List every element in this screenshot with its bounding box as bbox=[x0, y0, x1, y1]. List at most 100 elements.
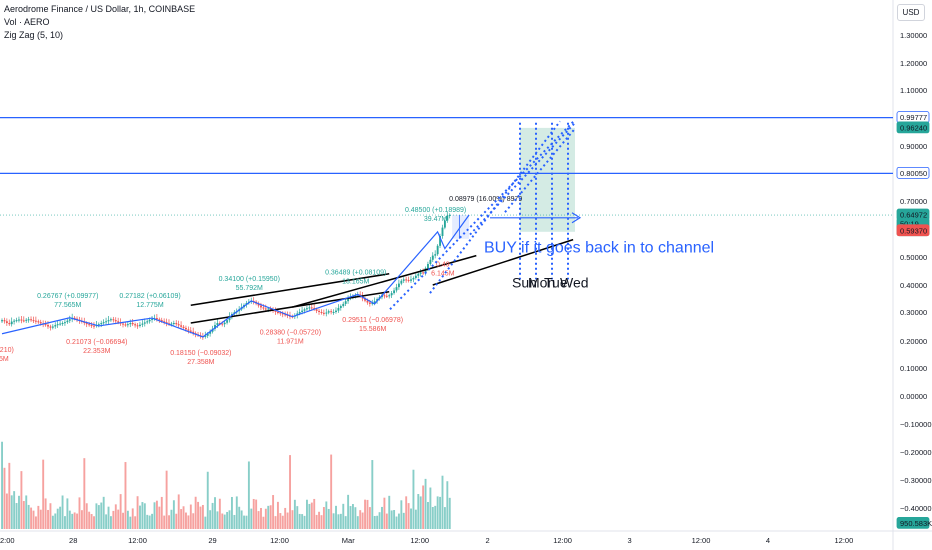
volume-bar bbox=[73, 512, 76, 529]
volume-bar bbox=[368, 507, 371, 529]
volume-bar bbox=[250, 508, 253, 529]
volume-bar bbox=[414, 509, 417, 529]
candle bbox=[434, 250, 437, 259]
volume-bar bbox=[247, 461, 250, 529]
candle bbox=[25, 318, 28, 324]
volume-bar bbox=[257, 511, 260, 529]
candle bbox=[34, 316, 37, 325]
price-tag-label: 0.59370 bbox=[900, 226, 927, 235]
volume-bar bbox=[131, 508, 134, 529]
volume-bar bbox=[54, 513, 57, 529]
volume-bar bbox=[34, 516, 37, 529]
zigzag-pivot-label: 0.48500 (+0.18989) bbox=[405, 207, 466, 214]
volume-bar bbox=[439, 496, 442, 529]
volume-bar bbox=[318, 511, 321, 529]
volume-bar bbox=[18, 495, 20, 529]
price-tag-label: 0.96240 bbox=[900, 123, 927, 132]
zigzag-indicator-label[interactable]: Zig Zag (5, 10) bbox=[4, 30, 64, 40]
candle bbox=[163, 318, 166, 325]
currency-button[interactable]: USD bbox=[897, 4, 925, 21]
projection-dotted-line bbox=[429, 120, 561, 294]
volume-bar bbox=[272, 495, 275, 529]
volume-bar bbox=[376, 515, 379, 529]
volume-bar bbox=[427, 502, 429, 529]
volume-bar bbox=[83, 458, 86, 529]
candle bbox=[337, 304, 340, 313]
volume-bar bbox=[356, 516, 359, 529]
volume-bar bbox=[397, 513, 400, 529]
candle bbox=[3, 317, 6, 324]
volume-bar bbox=[260, 507, 262, 529]
candle bbox=[134, 322, 137, 328]
volume-bar bbox=[47, 509, 49, 529]
volume-bar bbox=[129, 516, 132, 529]
candle bbox=[112, 316, 115, 323]
volume-bar bbox=[344, 516, 347, 529]
volume-bar bbox=[168, 515, 170, 529]
volume-bar bbox=[349, 506, 352, 529]
candle bbox=[95, 320, 98, 328]
candle bbox=[318, 308, 321, 315]
price-tag bbox=[896, 121, 930, 134]
candle bbox=[395, 283, 398, 293]
candle bbox=[306, 306, 308, 311]
candle bbox=[47, 320, 49, 329]
candle bbox=[102, 319, 105, 325]
measure-box bbox=[452, 215, 470, 239]
volume-bar bbox=[385, 513, 388, 529]
candle bbox=[405, 276, 408, 283]
candle bbox=[402, 277, 405, 284]
candle bbox=[20, 316, 23, 324]
price-axis-label: 1.30000 bbox=[900, 31, 927, 40]
volume-bar bbox=[194, 496, 197, 529]
price-axis-label: 0.40000 bbox=[900, 281, 927, 290]
volume-bar bbox=[393, 510, 396, 529]
candle bbox=[51, 324, 54, 330]
volume-bar bbox=[95, 503, 98, 529]
candle bbox=[182, 325, 185, 330]
time-axis-label: 12:00 bbox=[692, 536, 711, 545]
candle bbox=[97, 322, 100, 328]
volume-bar bbox=[27, 504, 30, 529]
volume-bar bbox=[189, 504, 192, 529]
candle bbox=[136, 323, 139, 329]
candle bbox=[68, 315, 71, 324]
volume-bar bbox=[49, 503, 52, 529]
volume-bar bbox=[177, 494, 180, 529]
volume-bar bbox=[339, 513, 342, 529]
price-axis-label: −0.20000 bbox=[900, 448, 932, 457]
candle bbox=[308, 304, 311, 311]
symbol-title: Aerodrome Finance / US Dollar, 1h, COINB… bbox=[4, 4, 196, 14]
zigzag-pivot-volume: 15.586M bbox=[359, 326, 386, 333]
volume-indicator-label[interactable]: Vol · AERO bbox=[4, 17, 50, 27]
candle bbox=[54, 322, 57, 329]
volume-bar bbox=[110, 516, 112, 529]
candle bbox=[393, 287, 396, 295]
volume-bar bbox=[185, 512, 187, 529]
time-axis-label: 3 bbox=[627, 536, 631, 545]
volume-bar bbox=[410, 508, 412, 529]
candle bbox=[139, 321, 141, 328]
volume-bar bbox=[291, 510, 294, 529]
volume-bar bbox=[289, 455, 291, 529]
candle bbox=[252, 297, 255, 305]
candle bbox=[410, 275, 412, 284]
volume-bar bbox=[327, 508, 330, 529]
candle bbox=[175, 320, 178, 326]
candle bbox=[56, 320, 59, 328]
volume-bar bbox=[228, 510, 231, 529]
volume-bar bbox=[274, 516, 277, 529]
candle bbox=[390, 290, 393, 298]
price-axis-label: 0.30000 bbox=[900, 308, 927, 317]
volume-bar bbox=[102, 496, 105, 529]
candle bbox=[8, 319, 11, 326]
volume-bar bbox=[383, 497, 386, 529]
projection-zone bbox=[520, 127, 575, 232]
volume-bar bbox=[44, 498, 47, 529]
projection-dotted-line bbox=[504, 127, 576, 213]
zigzag-line bbox=[1, 214, 470, 338]
volume-bar bbox=[381, 506, 383, 529]
candle bbox=[388, 293, 391, 299]
candle bbox=[400, 279, 403, 286]
